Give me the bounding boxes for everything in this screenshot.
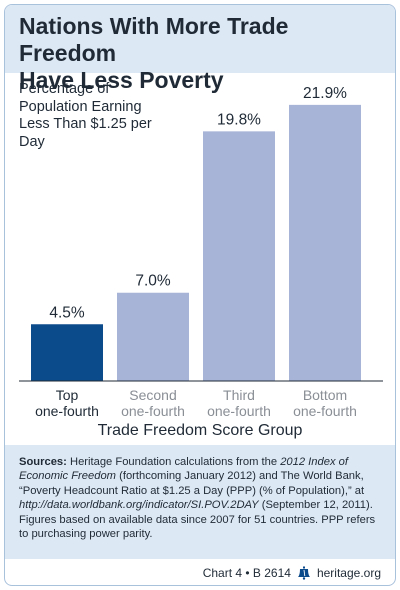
sources-note: Sources: Heritage Foundation calculation…	[5, 445, 395, 559]
y-axis-label: Percentage of Population Earning Less Th…	[19, 81, 152, 150]
value-label-3: 19.8%	[217, 111, 261, 128]
title-panel	[5, 5, 395, 73]
category-label-1: Top one-fourth	[35, 387, 99, 419]
site-link[interactable]: heritage.org	[316, 566, 381, 580]
category-label-2: Second one-fourth	[121, 387, 185, 419]
value-label-4: 21.9%	[303, 85, 347, 102]
chart-title: Nations With More Trade Freedom Have Les…	[19, 13, 389, 94]
value-label-2: 7.0%	[135, 273, 171, 290]
bar-2	[117, 292, 189, 381]
sources-label: Sources:	[19, 456, 67, 468]
liberty-bell-icon	[297, 566, 310, 580]
sources-index-title: 2012 Index of Economic Freedom	[19, 456, 348, 483]
sources-url: http://data.worldbank.org/indicator/SI.P…	[19, 499, 259, 512]
category-label-3: Third one-fourth	[207, 387, 271, 419]
value-label-1: 4.5%	[49, 304, 85, 321]
chart-frame: Nations With More Trade Freedom Have Les…	[4, 4, 396, 586]
x-axis-label: Trade Freedom Score Group	[97, 422, 303, 439]
category-label-4: Bottom one-fourth	[293, 387, 357, 419]
bar-1	[31, 324, 103, 381]
bar-chart: 4.5% 7.0% 19.8% 21.9%	[19, 85, 383, 382]
sources-text-2: (forthcoming January 2012) and The World…	[19, 470, 365, 497]
bar-3	[203, 131, 275, 381]
footer: Chart 4 • B 2614 heritage.org	[203, 566, 381, 580]
bar-4	[289, 104, 361, 381]
sources-text-1: Heritage Foundation calculations from th…	[66, 456, 281, 468]
sources-text-3: (September 12, 2011). Figures based on a…	[19, 499, 376, 541]
chart-reference: Chart 4 • B 2614	[202, 566, 291, 580]
title-line-2: Have Less Poverty	[19, 67, 224, 93]
title-line-1: Nations With More Trade Freedom	[19, 13, 289, 66]
